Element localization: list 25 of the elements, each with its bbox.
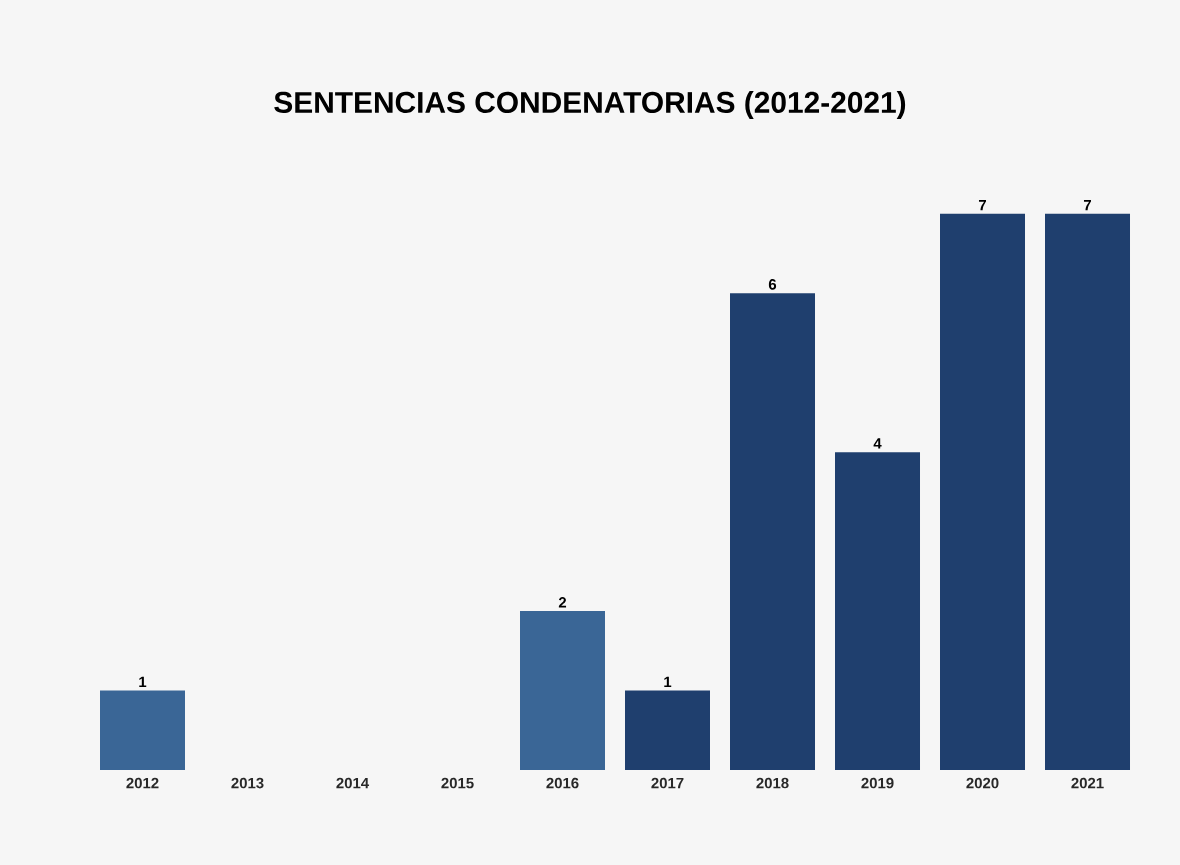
bar — [730, 293, 815, 770]
x-tick-label: 2021 — [1071, 777, 1104, 789]
data-label: 6 — [768, 279, 777, 290]
data-label: 4 — [873, 438, 882, 449]
bar — [100, 690, 185, 770]
bar — [520, 611, 605, 770]
data-label: 2 — [558, 597, 567, 608]
data-label: 7 — [1083, 199, 1091, 211]
x-tick-label: 2012 — [126, 777, 159, 789]
bar — [835, 452, 920, 770]
data-label: 7 — [978, 199, 986, 211]
data-label: 1 — [139, 676, 147, 688]
x-tick-label: 2014 — [336, 777, 370, 789]
x-tick-label: 2016 — [546, 777, 579, 789]
x-tick-label: 2018 — [756, 777, 789, 789]
x-tick-label: 2019 — [861, 777, 894, 789]
x-tick-label: 2017 — [651, 777, 684, 789]
bar — [1045, 213, 1130, 770]
chart-title: SENTENCIAS CONDENATORIAS (2012-2021) — [274, 91, 906, 119]
x-tick-label: 2013 — [231, 777, 264, 789]
bar — [625, 690, 710, 770]
x-tick-label: 2020 — [966, 777, 999, 789]
data-label: 1 — [664, 676, 672, 688]
bar — [940, 213, 1025, 770]
x-tick-label: 2015 — [441, 777, 474, 789]
